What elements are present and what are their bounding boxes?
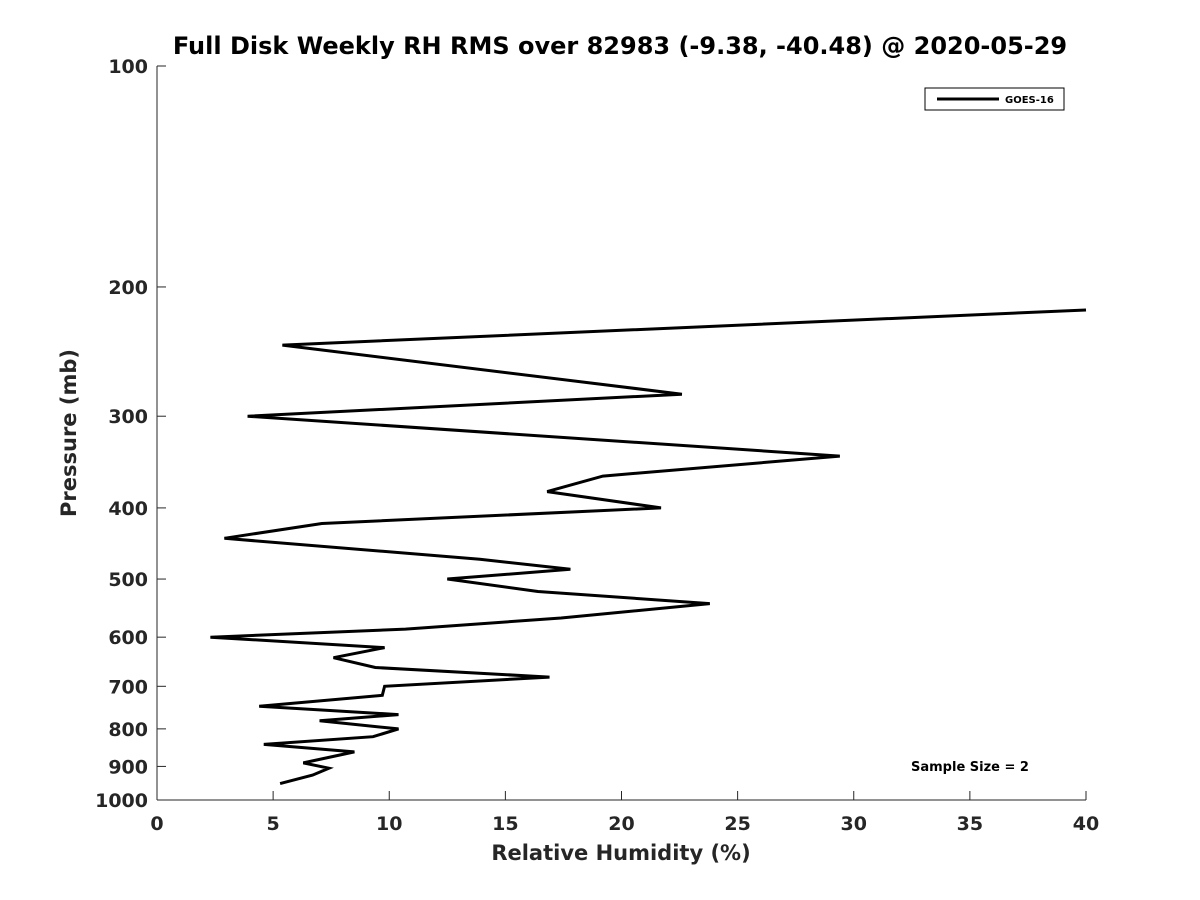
legend: GOES-16	[924, 87, 1065, 111]
sample-size-annotation: Sample Size = 2	[911, 760, 1029, 775]
y-tick-label: 700	[108, 676, 148, 698]
y-tick-label: 200	[108, 277, 148, 299]
y-tick-label: 100	[108, 56, 148, 78]
chart-title: Full Disk Weekly RH RMS over 82983 (-9.3…	[173, 32, 1067, 60]
series-line-goes-16	[210, 308, 1087, 786]
x-ticks: 0 5 10 15 20 25 30 35 40	[150, 791, 1099, 835]
x-tick-label: 35	[957, 813, 983, 835]
x-tick-label: 0	[150, 813, 163, 835]
x-tick-label: 25	[724, 813, 750, 835]
x-tick-label: 20	[608, 813, 634, 835]
y-tick-label: 800	[108, 719, 148, 741]
x-tick-label: 40	[1073, 813, 1099, 835]
y-axis-label: Pressure (mb)	[57, 349, 81, 517]
x-tick-label: 15	[492, 813, 518, 835]
x-tick-label: 10	[376, 813, 402, 835]
x-axis-label: Relative Humidity (%)	[491, 841, 750, 865]
y-tick-label: 500	[108, 569, 148, 591]
x-tick-label: 30	[841, 813, 867, 835]
y-ticks: 100 200 300 400 500 600 700 800 900 1000	[95, 56, 166, 812]
y-tick-label: 1000	[95, 790, 148, 812]
x-tick-label: 5	[267, 813, 280, 835]
y-tick-label: 900	[108, 756, 148, 778]
y-tick-label: 300	[108, 406, 148, 428]
y-tick-label: 400	[108, 498, 148, 520]
series-layer	[210, 308, 1087, 786]
y-tick-label: 600	[108, 627, 148, 649]
legend-label-goes-16: GOES-16	[1005, 95, 1054, 106]
